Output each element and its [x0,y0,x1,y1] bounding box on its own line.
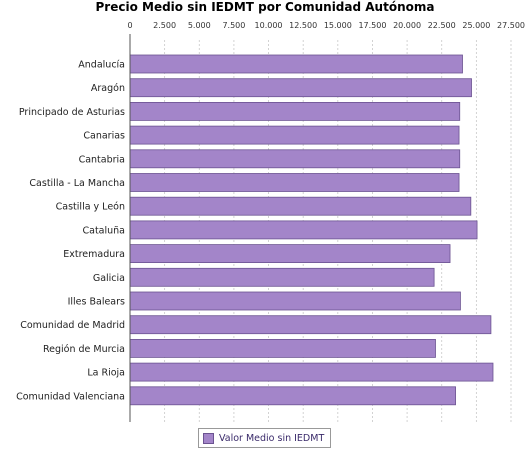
category-label: Andalucía [78,60,125,71]
category-label: Región de Murcia [43,344,125,355]
category-label: Comunidad Valenciana [16,391,125,402]
x-tick-label: 0 [127,21,132,30]
x-tick-label: 10.000 [255,21,283,30]
bar [129,291,461,311]
x-tick-label: 15.000 [324,21,352,30]
bar [129,196,472,216]
bar [129,244,451,264]
bar [129,267,435,287]
category-label: Aragón [91,83,125,94]
category-label: Principado de Asturias [19,107,125,118]
category-label: La Rioja [87,368,125,379]
bar [129,220,478,240]
x-tick-label: 2.500 [153,21,176,30]
x-tick-label: 20.000 [393,21,421,30]
x-tick-label: 17.500 [358,21,386,30]
bar [129,173,460,192]
x-tick-label: 7.500 [222,21,245,30]
x-tick-labels: 0 2.500 5.000 7.500 10.000 12.500 15.000 17.500… [127,21,525,30]
category-label: Castilla y León [56,202,125,213]
bar [129,102,461,121]
legend-label: Valor Medio sin IEDMT [219,432,325,444]
category-label: Castilla - La Mancha [29,178,125,189]
x-tick-label: 12.500 [289,21,317,30]
x-tick-label: 27.500 [497,21,525,30]
category-label: Canarias [83,131,125,142]
category-label: Comunidad de Madrid [20,320,125,331]
category-label: Cantabria [79,154,125,165]
x-tick-label: 25.000 [462,21,490,30]
bar [129,362,494,382]
chart-title: Precio Medio sin IEDMT por Comunidad Aut… [96,0,435,14]
bar [129,149,461,169]
legend: Valor Medio sin IEDMT [198,428,332,448]
category-label: Galicia [93,273,125,284]
category-label: Cataluña [82,225,125,236]
category-label: Illes Balears [68,297,125,308]
bar [129,315,492,335]
bar [129,54,463,74]
legend-swatch [203,432,214,444]
bar [129,386,456,406]
category-labels: Andalucía Aragón Principado de Asturias Can… [16,60,125,403]
bar [129,78,472,98]
x-tick-label: 5.000 [188,21,211,30]
x-tick-label: 22.500 [428,21,456,30]
bars [129,54,494,406]
bar [129,338,436,358]
category-label: Extremadura [63,249,125,260]
bar [129,125,460,145]
